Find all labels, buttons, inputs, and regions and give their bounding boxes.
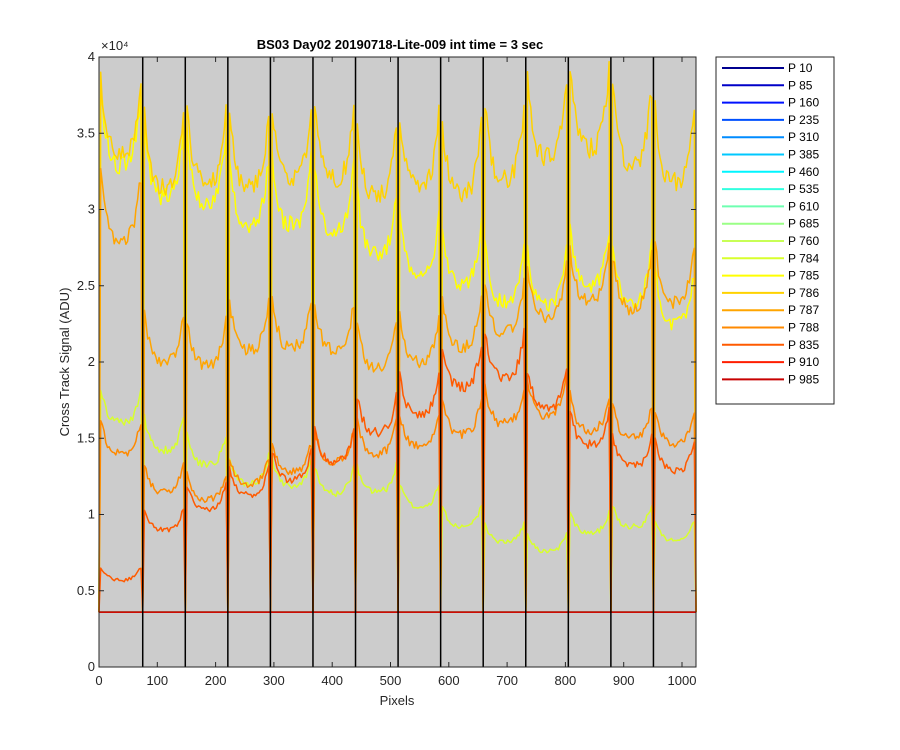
legend-entry: P 610 (788, 199, 819, 213)
legend-items: P 10 P 85 P 160 P 235 P 310 P 385 P 460 P 535 P … (722, 61, 819, 386)
y-tick-label: 2.5 (77, 278, 95, 293)
legend-entry: P 760 (788, 234, 819, 248)
y-tick-label: 3 (88, 202, 95, 217)
y-tick-label: 0 (88, 659, 95, 674)
legend-entry: P 10 (788, 61, 813, 75)
x-tick-label: 300 (263, 673, 285, 688)
legend-entry: P 535 (788, 182, 819, 196)
x-tick-label: 600 (438, 673, 460, 688)
x-tick-label: 500 (380, 673, 402, 688)
legend-box (715, 56, 835, 405)
y-tick-label: 4 (88, 49, 95, 64)
y-tick-label: 1.5 (77, 430, 95, 445)
x-tick-label: 200 (205, 673, 227, 688)
legend: P 10 P 85 P 160 P 235 P 310 P 385 P 460 P 535 P … (715, 56, 835, 405)
x-tick-label: 700 (496, 673, 518, 688)
y-exponent-label: ×10⁴ (101, 38, 129, 53)
y-tick-label: 3.5 (77, 125, 95, 140)
x-tick-label: 900 (613, 673, 635, 688)
legend-entry: P 160 (788, 96, 819, 110)
legend-entry: P 310 (788, 130, 819, 144)
legend-entry: P 910 (788, 355, 819, 369)
x-tick-label: 1000 (668, 673, 697, 688)
axis-ticks: 0 100 200 300 400 500 600 700 800 900 1000 0 0.5 1 1.5… (77, 49, 697, 688)
y-tick-label: 2 (88, 354, 95, 369)
legend-entry: P 685 (788, 217, 819, 231)
legend-entry: P 785 (788, 269, 819, 283)
x-tick-label: 400 (321, 673, 343, 688)
x-axis-label: Pixels (380, 693, 415, 708)
legend-entry: P 788 (788, 321, 819, 335)
x-tick-label: 100 (146, 673, 168, 688)
y-tick-label: 0.5 (77, 583, 95, 598)
x-tick-label: 0 (95, 673, 102, 688)
legend-entry: P 786 (788, 286, 819, 300)
legend-entry: P 85 (788, 78, 813, 92)
legend-entry: P 385 (788, 148, 819, 162)
legend-entry: P 235 (788, 113, 819, 127)
y-tick-label: 1 (88, 507, 95, 522)
segment-separators (141, 57, 655, 667)
legend-entry: P 985 (788, 372, 819, 386)
chart-title: BS03 Day02 20190718-Lite-009 int time = … (257, 37, 544, 52)
legend-entry: P 835 (788, 338, 819, 352)
legend-entry: P 460 (788, 165, 819, 179)
y-axis-label: Cross Track Signal (ADU) (57, 288, 72, 437)
legend-entry: P 787 (788, 303, 819, 317)
x-tick-label: 800 (555, 673, 577, 688)
legend-entry: P 784 (788, 251, 819, 265)
